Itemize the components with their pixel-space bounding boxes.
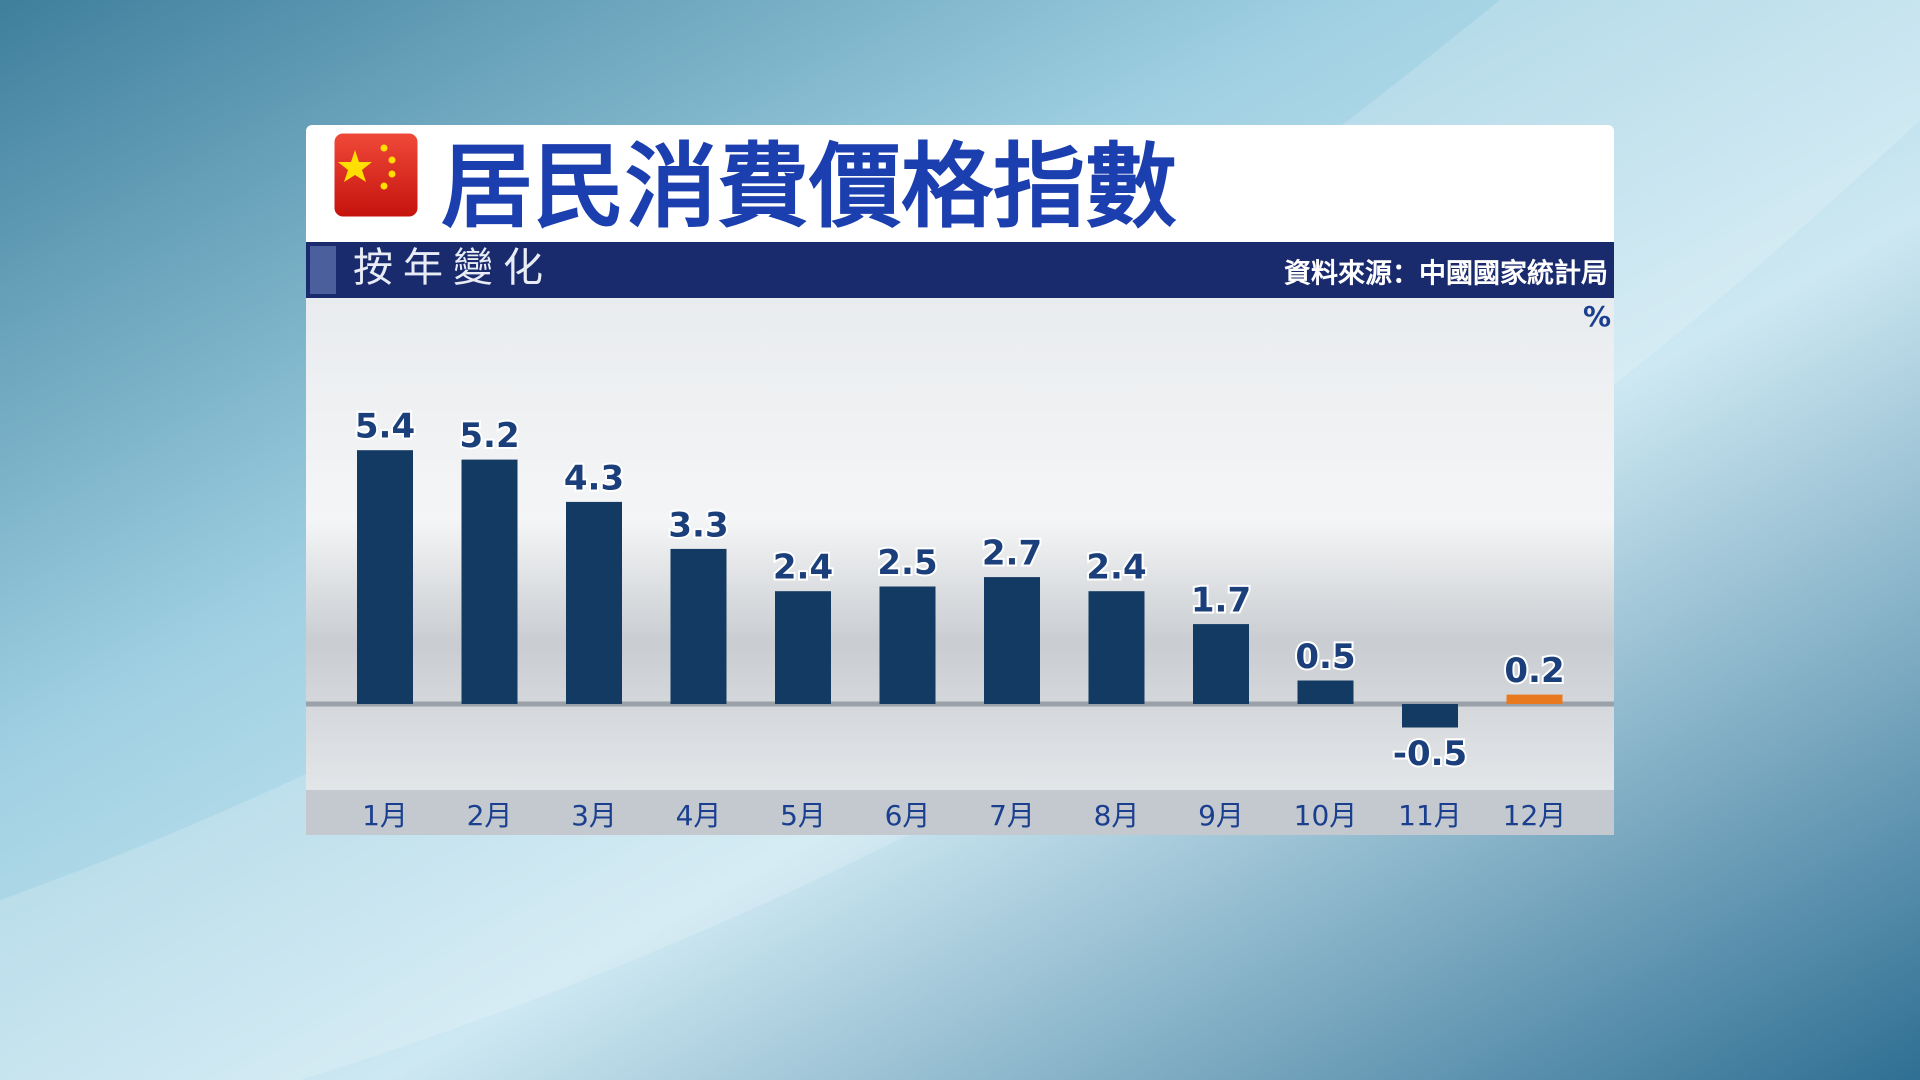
data-label: 2.4 — [1086, 548, 1146, 588]
data-label: 1.7 — [1191, 581, 1251, 621]
x-tick-label: 6月 — [885, 799, 931, 832]
x-tick-label: 12月 — [1503, 799, 1567, 832]
bar — [984, 577, 1040, 704]
x-tick-label: 7月 — [989, 799, 1035, 832]
bar — [1193, 624, 1249, 704]
data-label: 0.2 — [1504, 651, 1564, 691]
x-tick-label: 2月 — [467, 799, 513, 832]
bars: 5.4 1月 5.2 2月 4.3 3月 3.3 4月 2.4 5月 2.5 6月 2.7 7月 2.4 8月… — [353, 405, 1567, 832]
x-tick-label: 1月 — [362, 799, 408, 832]
data-label: 4.3 — [564, 458, 624, 498]
bar — [775, 591, 831, 704]
x-tick-label: 3月 — [571, 799, 617, 832]
data-label: 5.4 — [355, 407, 415, 447]
data-label: 0.5 — [1295, 637, 1355, 677]
data-label: 5.2 — [459, 416, 519, 456]
bar — [357, 450, 413, 704]
subtitle-marker — [310, 246, 336, 294]
bar — [1088, 591, 1145, 704]
data-label: 2.7 — [982, 534, 1042, 574]
x-tick-label: 4月 — [676, 799, 722, 832]
bar — [461, 459, 518, 704]
data-label: -0.5 — [1393, 734, 1467, 774]
bar — [566, 501, 622, 704]
bar — [1297, 680, 1354, 704]
x-tick-label: 5月 — [780, 799, 826, 832]
x-tick-label: 8月 — [1094, 799, 1140, 832]
data-label: 2.5 — [877, 543, 937, 583]
subtitle-bar — [306, 242, 1614, 298]
bar — [1506, 694, 1563, 704]
flag — [331, 130, 421, 220]
bar — [1402, 704, 1458, 728]
source: 資料來源：中國國家統計局 — [1284, 258, 1608, 290]
bar — [670, 548, 727, 704]
x-tick-label: 11月 — [1398, 799, 1462, 832]
x-tick-label: 9月 — [1198, 799, 1244, 832]
subtitle: 按年變化 — [353, 245, 553, 291]
data-label: 2.4 — [773, 548, 833, 588]
unit-label: % — [1583, 300, 1611, 333]
chart-title: 居民消費價格指數 — [441, 133, 1177, 240]
category-strip — [306, 790, 1614, 835]
bar — [879, 586, 936, 704]
data-label: 3.3 — [668, 505, 728, 545]
plot-area — [306, 298, 1614, 790]
x-tick-label: 10月 — [1294, 799, 1358, 832]
